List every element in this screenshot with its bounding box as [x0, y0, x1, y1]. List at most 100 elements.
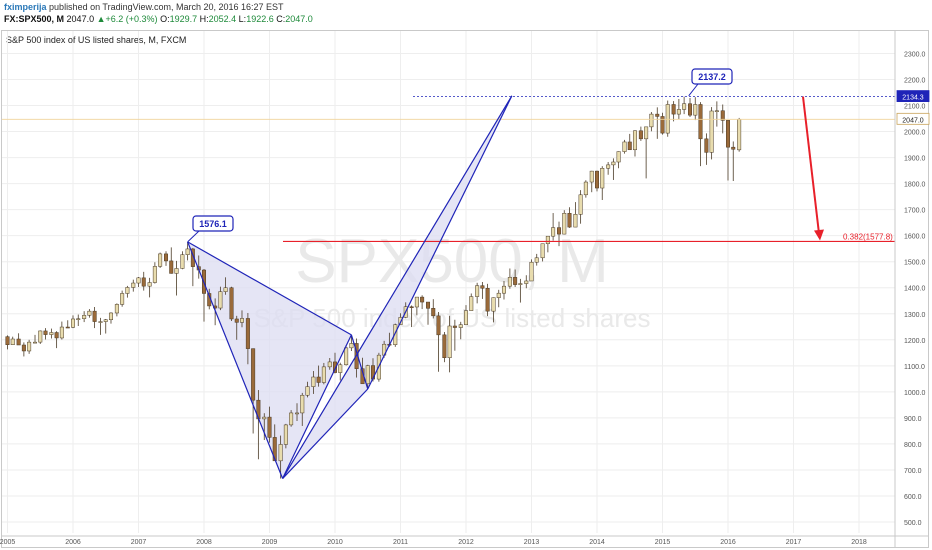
candle: [245, 312, 250, 365]
candle: [616, 151, 621, 169]
y-tick-label: 500.0: [904, 520, 922, 527]
candle-body: [5, 336, 10, 345]
author-link[interactable]: fximperija: [4, 2, 47, 12]
y-tick-label: 700.0: [904, 468, 922, 475]
candle-body: [676, 109, 681, 115]
candle: [709, 107, 714, 160]
candle-body: [475, 285, 480, 297]
candle: [344, 344, 349, 366]
candle-body: [239, 318, 244, 323]
low-value: 1922.6: [246, 14, 274, 24]
candle: [655, 107, 660, 139]
x-tick-label: 2013: [524, 539, 540, 546]
candle: [38, 330, 43, 344]
candle: [693, 97, 698, 121]
fib-target-label: 0.382(1577.8): [843, 232, 893, 241]
y-tick-label: 1900.0: [904, 156, 926, 163]
candle: [185, 241, 190, 261]
y-tick-label: 1300.0: [904, 312, 926, 319]
candle-body: [125, 287, 130, 294]
candle: [622, 139, 627, 154]
candle-body: [245, 318, 250, 349]
candle-body: [524, 280, 529, 284]
candle-body: [338, 364, 343, 373]
candle-body: [649, 113, 654, 128]
y-tick-label: 2000.0: [904, 130, 926, 137]
pattern-leg: [282, 334, 352, 479]
y-tick-label: 1000.0: [904, 390, 926, 397]
candle-body: [665, 104, 670, 134]
pattern-leg: [187, 241, 352, 336]
candle-body: [409, 306, 414, 308]
candle: [278, 435, 283, 479]
candle: [327, 358, 332, 370]
y-tick-label: 1200.0: [904, 338, 926, 345]
candle-body: [59, 326, 64, 339]
candle-body: [278, 444, 283, 462]
candle-body: [737, 119, 742, 151]
candle: [464, 305, 468, 325]
candle-body: [638, 130, 643, 140]
candle: [496, 289, 501, 308]
candle-body: [622, 141, 627, 152]
close-label: C:: [276, 14, 286, 24]
candle: [349, 334, 354, 351]
ohlc-readout: FX:SPX500, M 2047.0 ▲+6.2 (+0.3%) O:1929…: [4, 14, 313, 25]
candle: [120, 290, 125, 307]
candle-body: [92, 310, 97, 322]
candle-body: [540, 243, 545, 259]
callout-box: [192, 215, 234, 232]
candle: [251, 348, 256, 434]
callout-pointer: [688, 83, 699, 97]
x-tick-label: 2006: [65, 539, 81, 546]
candle-body: [545, 235, 550, 244]
candle: [501, 280, 506, 300]
candle-body: [223, 287, 228, 292]
candle-body: [136, 277, 141, 284]
publish-text: published on TradingView.com, March 20, …: [49, 2, 284, 12]
candle: [103, 318, 108, 334]
candle-body: [589, 170, 594, 183]
chart-frame: [1, 30, 929, 548]
candle-body: [349, 343, 354, 349]
candle-body: [464, 310, 468, 325]
candle: [316, 365, 321, 387]
candle: [475, 282, 480, 304]
candle-body: [131, 282, 136, 288]
pattern-leg: [350, 334, 369, 390]
candle: [10, 336, 15, 345]
candle: [567, 207, 572, 228]
candle: [551, 213, 556, 241]
candle: [234, 315, 239, 340]
x-tick-label: 2014: [589, 539, 605, 546]
candle-body: [688, 103, 693, 116]
candle-body: [295, 412, 300, 415]
candle: [54, 331, 59, 349]
candle-body: [480, 285, 485, 289]
candle-body: [600, 168, 605, 189]
candle-body: [365, 365, 370, 385]
candle-body: [98, 321, 103, 323]
candle: [649, 112, 654, 132]
candle-body: [33, 341, 38, 344]
candle: [524, 275, 529, 289]
candle-body: [513, 277, 518, 285]
candle-body: [218, 291, 223, 309]
y-tick-label: 2100.0: [904, 104, 926, 111]
candle-body: [726, 120, 730, 148]
callout-text: 1576.1: [199, 219, 227, 229]
candle-body: [71, 318, 75, 328]
candle: [682, 96, 687, 115]
candle-body: [671, 104, 676, 115]
candle: [409, 305, 414, 328]
candle: [49, 328, 54, 339]
candle-body: [43, 330, 48, 335]
candle-body: [283, 424, 288, 445]
candle-body: [311, 376, 316, 387]
y-tick-label: 1500.0: [904, 260, 926, 267]
candle: [283, 423, 288, 449]
candle: [573, 202, 578, 228]
candle-body: [76, 318, 81, 320]
candle-body: [234, 318, 239, 323]
